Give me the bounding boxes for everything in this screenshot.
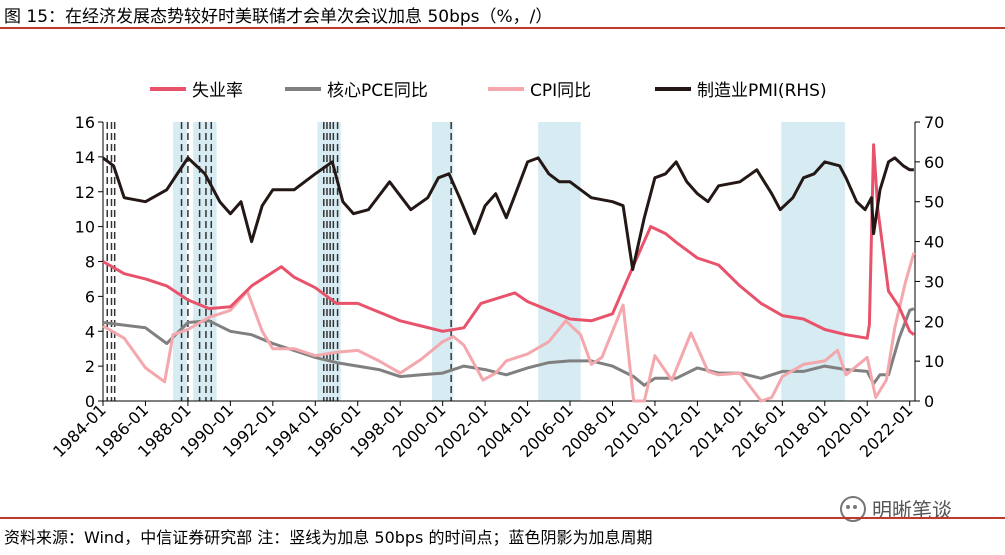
hike-cycle-band [193,122,217,401]
hike-cycle-band [432,122,454,401]
legend-label: 核心PCE同比 [327,81,428,101]
source-note: 资料来源：Wind，中信证券研究部 注：竖线为加息 50bps 的时间点；蓝色阴… [4,528,653,547]
y-left-tick-label: 16 [75,113,95,132]
y-left-tick-label: 10 [75,218,95,237]
y-left-tick-label: 2 [85,357,95,376]
legend-label: CPI同比 [530,81,591,101]
hike-50bp-markers [106,122,452,401]
y-left-tick-label: 14 [75,148,95,167]
series-line-1 [102,307,915,387]
y-right-tick-label: 70 [924,113,944,132]
y-left-tick-label: 8 [85,253,95,272]
y-left-tick-label: 6 [85,287,95,306]
chart-title: 图 15：在经济发展态势较好时美联储才会单次会议加息 50bps（%，/） [4,7,553,27]
series-lines [102,143,916,403]
y-right-tick-label: 0 [924,392,934,411]
legend: 失业率 核心PCE同比 CPI同比 制造业PMI(RHS) [150,81,827,101]
hike-cycle-band [538,122,581,401]
wechat-icon [840,495,866,522]
legend-label: 失业率 [192,81,243,101]
y-right-tick-label: 50 [924,193,944,212]
title-rule [0,27,1005,29]
y-right-tick-label: 30 [924,272,944,291]
footer-rule [0,517,1005,519]
series-line-3 [102,156,914,271]
series-line-2 [102,252,916,403]
chart: 02468101214160102030405060701984-011986-… [49,81,944,461]
y-left-tick-label: 0 [85,392,95,411]
legend-label: 制造业PMI(RHS) [697,81,827,101]
y-left-tick-label: 12 [75,183,95,202]
series-line-0 [102,143,915,340]
y-right-tick-label: 10 [924,352,944,371]
y-right-tick-label: 40 [924,233,944,252]
y-right-tick-label: 20 [924,312,944,331]
y-right-tick-label: 60 [924,153,944,172]
y-left-tick-label: 4 [85,322,95,341]
